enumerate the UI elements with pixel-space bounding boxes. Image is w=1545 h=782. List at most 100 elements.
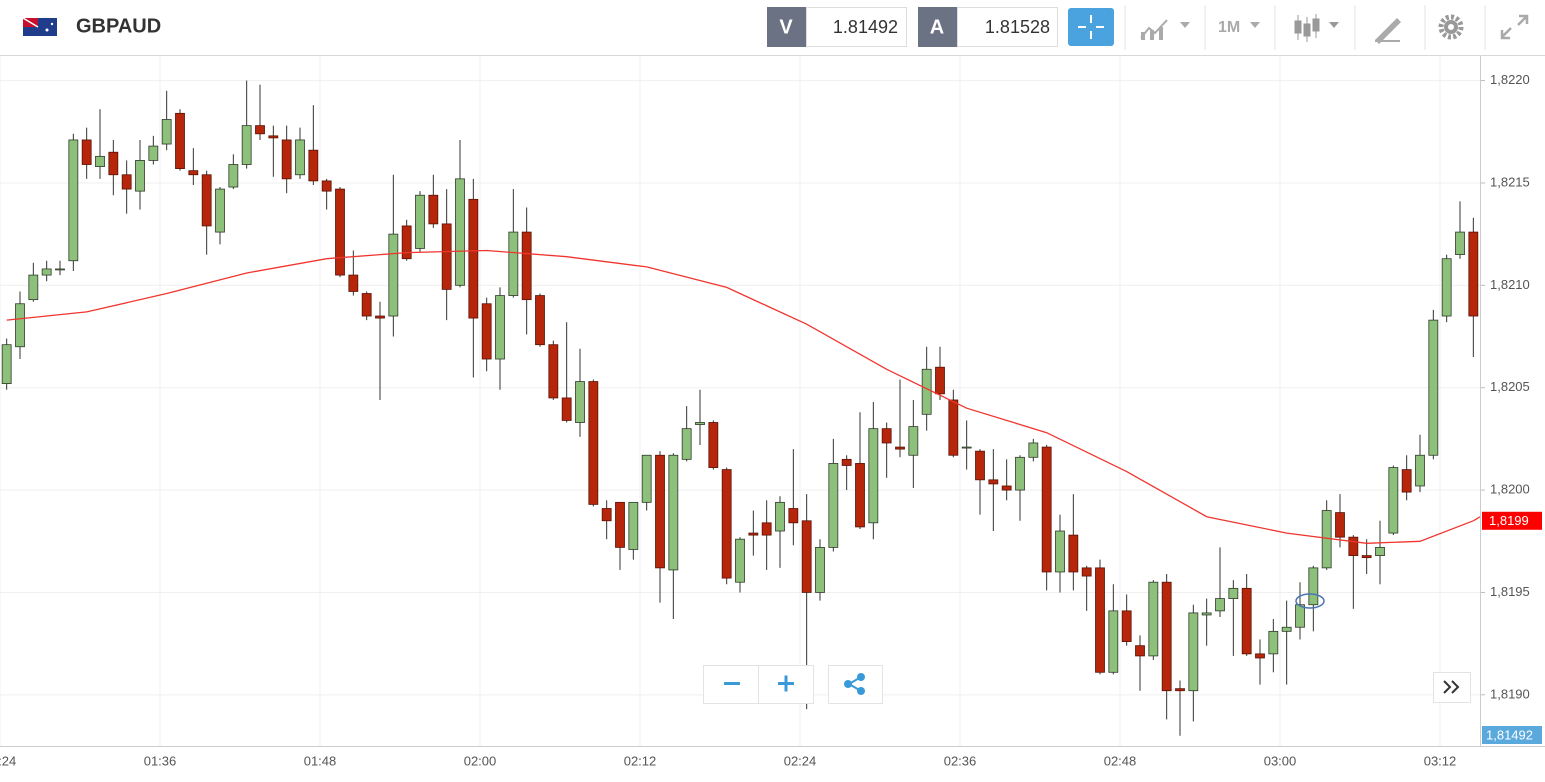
candle-body [41,268,52,276]
chart-type-button[interactable] [1140,19,1190,40]
candle-body [508,231,519,296]
candle-body [401,225,412,260]
fullscreen-button[interactable] [1500,14,1529,40]
candle-body [535,295,545,346]
candle-body [1055,530,1065,573]
candle-body [28,274,39,301]
zoom-in[interactable] [778,675,794,692]
candle-body [1175,688,1185,692]
candle-body [601,508,612,522]
candle-body [1041,446,1052,573]
candle-body [361,293,372,317]
zoom-controls [703,665,814,704]
candle-body [255,125,265,135]
candle-body [1015,456,1025,491]
bid-button[interactable] [767,7,806,47]
price-tag-label: 1,81492 [1486,727,1533,742]
candle-body [175,112,185,170]
candle-body [1335,512,1345,538]
crosshair-button[interactable] [1068,8,1114,46]
candle-body [455,178,465,286]
x-tick-label: 02:24 [784,753,817,768]
settings-button[interactable] [1438,14,1464,40]
candle-body [1295,604,1305,628]
candle-body [388,233,399,317]
y-tick-label: 1,8220 [1490,72,1530,87]
candle-body [855,463,865,528]
candle-body [201,174,212,227]
candle-body [1308,567,1319,606]
candle-body [1361,555,1372,559]
marks [1,80,1479,736]
y-tick-label: 1,8215 [1490,174,1530,189]
share-button[interactable] [828,665,883,704]
candle-body [895,446,905,450]
marker-ring [1295,593,1325,609]
candle-body [108,151,119,176]
bid-box [806,7,907,47]
draw-button[interactable] [1375,18,1401,44]
y-tick-label: 1,8190 [1490,686,1530,701]
candle-body [1161,581,1172,692]
candle-body [1188,612,1199,692]
candle-body [1201,612,1212,616]
candle-body [615,501,625,548]
candle-body [1255,653,1265,659]
candle-style-button[interactable] [1294,14,1339,42]
candle-body [735,538,745,583]
x-tick-label: 01:24 [0,753,16,768]
candle-body [935,366,945,395]
zoom-out[interactable] [724,682,740,685]
candle-body [908,426,919,456]
candle-body [161,119,172,145]
candle-body [335,188,345,276]
candle-body [428,194,439,225]
candle-body [775,501,785,532]
candle-body [655,454,665,569]
timeframe[interactable]: 1M [1218,19,1240,36]
symbol: GBPAUD [76,15,161,37]
x-tick-label: 02:48 [1104,753,1137,768]
candle-body [228,164,239,188]
bid-price: 1.81492 [833,17,898,37]
candle-body [281,139,292,180]
candle-body [468,198,479,319]
candle-body [148,145,159,161]
candle-body [975,450,985,481]
ma-tag-label: 1,8199 [1489,513,1529,528]
candle-body [988,479,999,485]
y-tick-label: 1,8210 [1490,277,1530,292]
ask-button[interactable] [918,7,957,47]
candle-body [1,344,12,384]
x-tick-label: 03:12 [1424,753,1457,768]
candle-body [215,188,225,233]
candle-body [1068,534,1079,573]
y-tick-label: 1,8195 [1490,584,1530,599]
candle-body [815,546,825,593]
candle-body [321,180,332,192]
candle-body [708,422,719,468]
candle-body [55,268,65,271]
candle-body [1241,587,1252,655]
scroll-end-button[interactable] [1433,672,1471,703]
candle-body [575,381,585,423]
candle-body [841,458,852,466]
ask-price: 1.81528 [985,17,1050,37]
candle-body [1281,626,1292,632]
candle-body [1095,567,1105,673]
candle-body [81,139,92,165]
candle-body [1001,485,1012,491]
separators [1124,5,1486,50]
candle-body [135,160,145,192]
candle-body [121,174,132,190]
candle-body [1388,467,1399,534]
candle-body [561,397,572,421]
candle-body [15,303,25,348]
candle-body [441,223,452,290]
candle-body [95,155,105,167]
moving-average [6,249,1474,544]
bid-label: V [779,16,793,38]
candle-body [348,274,359,292]
candle-body [415,194,425,249]
